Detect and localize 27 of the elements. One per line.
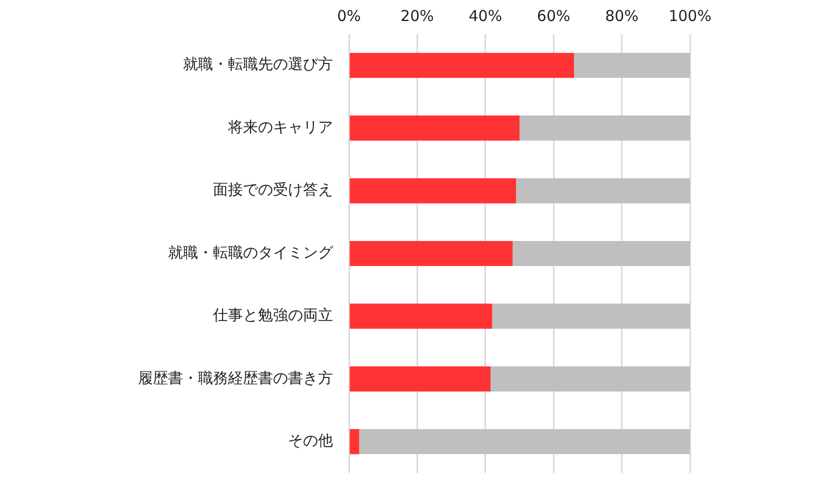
y-tick-label: 履歴書・職務経歴書の書き方 [138, 368, 333, 387]
y-tick-label: 就職・転職先の選び方 [183, 55, 333, 74]
y-tick-label: 将来のキャリア [227, 118, 333, 136]
x-tick-label: 20% [400, 6, 434, 25]
y-tick-label: 仕事と勉強の両立 [212, 306, 333, 324]
bar [350, 52, 574, 78]
bar [516, 178, 690, 204]
y-tick-label: 面接での受け答え [213, 180, 333, 199]
y-tick-label: 就職・転職のタイミング [168, 243, 334, 262]
bar [574, 52, 690, 78]
bar [350, 429, 360, 454]
bar [350, 116, 520, 141]
bar [520, 116, 690, 141]
bar [350, 178, 516, 204]
bar [490, 366, 690, 392]
bar [512, 240, 690, 266]
bar [492, 304, 690, 329]
x-tick-label: 100% [668, 6, 712, 25]
x-tick-label: 40% [468, 6, 502, 25]
y-tick-label: その他 [288, 432, 333, 450]
x-tick-label: 60% [536, 6, 570, 25]
x-tick-label: 80% [605, 6, 638, 25]
bar [350, 304, 492, 329]
bar [350, 366, 491, 392]
x-tick-label: 0% [337, 6, 361, 25]
bar [359, 429, 690, 454]
bar [350, 240, 513, 266]
